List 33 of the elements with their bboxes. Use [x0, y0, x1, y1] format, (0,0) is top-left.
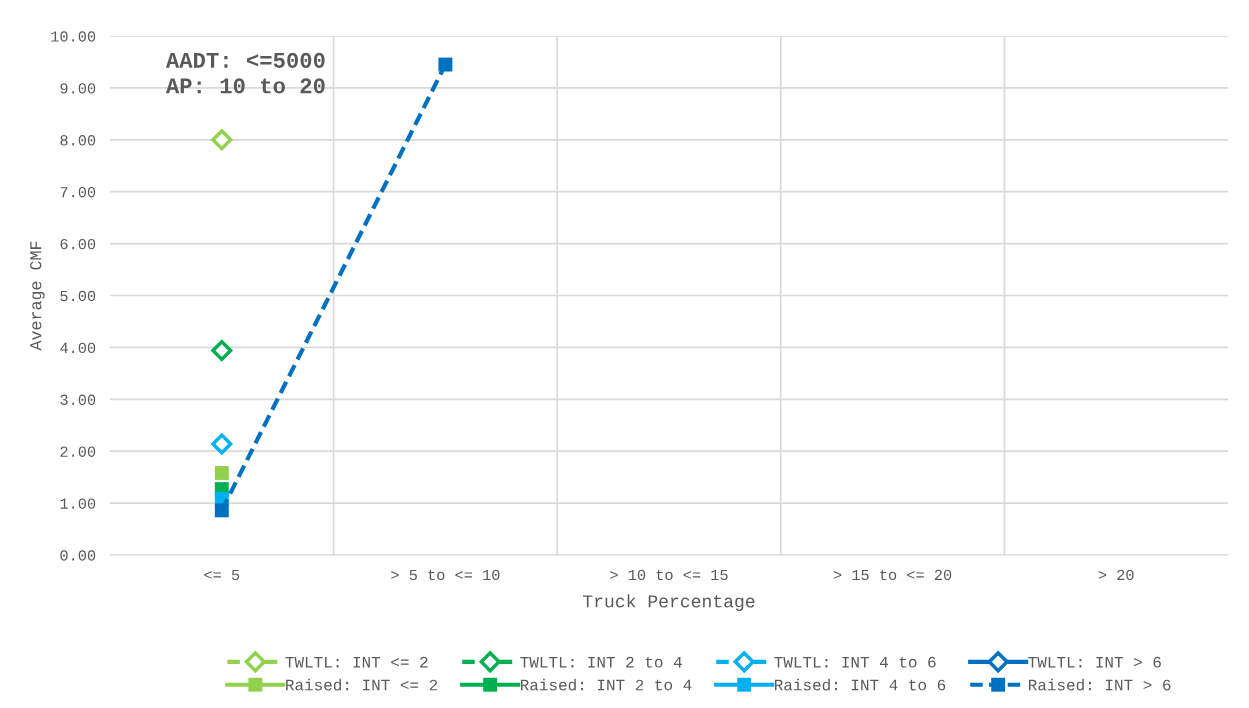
- legend-label: TWLTL: INT 2 to 4: [520, 656, 682, 668]
- legend-label: Raised: INT > 6: [1028, 678, 1171, 691]
- x-tick-label: > 15 to <= 20: [833, 569, 952, 581]
- y-tick-label: 4.00: [60, 342, 96, 354]
- point: [211, 433, 233, 455]
- point: [438, 57, 453, 72]
- x-tick-label: > 10 to <= 15: [610, 569, 728, 581]
- y-tick-label: 10.00: [51, 31, 96, 42]
- y-tick-label: 5.00: [60, 290, 96, 302]
- y-tick-label: 8.00: [60, 135, 96, 146]
- annotation: AADT: <=5000 AP: 10 to 20: [165, 52, 325, 94]
- y-tick-label: 9.00: [60, 83, 96, 94]
- y-tick-label: 6.00: [60, 238, 96, 250]
- x-tick-label: > 20: [1098, 569, 1134, 581]
- legend-label: Raised: INT 4 to 6: [774, 678, 946, 691]
- x-tick-label: > 5 to <= 10: [391, 569, 500, 581]
- legend-label: Raised: INT 2 to 4: [520, 678, 692, 691]
- legend-label: TWLTL: INT <= 2: [285, 656, 428, 668]
- point: [211, 339, 233, 362]
- legend-label: Raised: INT <= 2: [286, 678, 438, 691]
- legend-label: TWLTL: INT > 6: [1028, 656, 1161, 668]
- point: [211, 129, 233, 151]
- point: [214, 466, 229, 480]
- y-axis-title: Average CMF: [30, 241, 45, 351]
- y-tick-label: 7.00: [60, 187, 96, 198]
- y-tick-label: 3.00: [60, 394, 96, 405]
- y-tick-label: 2.00: [60, 446, 96, 457]
- x-tick-label: <= 5: [204, 569, 240, 581]
- x-axis-title: Truck Percentage: [582, 594, 755, 612]
- legend-label: TWLTL: INT 4 to 6: [774, 656, 936, 668]
- y-tick-label: 1.00: [60, 498, 96, 509]
- point: [214, 503, 229, 518]
- y-tick-label: 0.00: [60, 550, 96, 561]
